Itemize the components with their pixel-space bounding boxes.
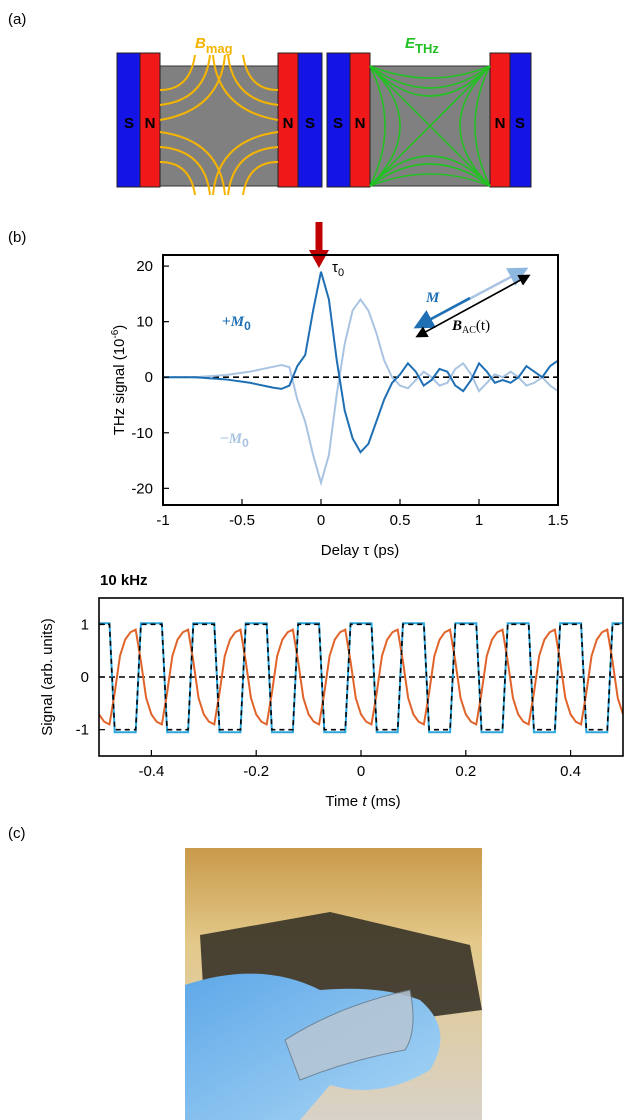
plot: -0.4 -0.2 0 0.2 0.4 -1 0 1 [76, 597, 624, 780]
m-label: M [425, 290, 440, 306]
chart-title: 10 kHz [100, 572, 148, 589]
y-axis-label: Signal (arb. units) [39, 618, 56, 736]
variable: t [362, 793, 367, 810]
y-tick-label: -20 [131, 480, 153, 497]
y-tick-label: 20 [136, 258, 153, 275]
subscript: THz [415, 41, 439, 56]
magnet-label: S [333, 115, 343, 132]
x-tick-label: 0 [317, 512, 325, 529]
panel-label: (a) [8, 11, 26, 28]
series [163, 271, 558, 487]
plus-m-label: +M0 [222, 313, 251, 333]
suffix: (t) [476, 318, 490, 334]
prefix: − [220, 430, 229, 447]
magnet-label: N [283, 115, 294, 132]
x-tick-label: 0 [357, 763, 365, 780]
b-ac-label: BAC(t) [451, 318, 490, 336]
e-field-lines [369, 65, 491, 187]
x-tick-label: 1 [475, 512, 483, 529]
magnet-s [297, 52, 323, 188]
series-line [99, 622, 623, 734]
tau-label: τ0 [332, 259, 344, 279]
magnet-label: S [124, 115, 134, 132]
series [99, 622, 623, 734]
magnet-diagram: S N N S S N N S Bmag ETHz [116, 35, 532, 196]
series-line [99, 623, 623, 731]
pump-arrow-head [309, 250, 329, 268]
text: Time [325, 793, 362, 810]
x-tick-label: 0.2 [455, 763, 476, 780]
symbol: E [405, 35, 416, 52]
prefix: + [222, 313, 231, 330]
x-tick-label: 0.4 [560, 763, 581, 780]
x-tick-label: -1 [156, 512, 169, 529]
symbol: M [228, 431, 243, 447]
y-tick-label: -1 [76, 722, 89, 739]
magnet-label: N [355, 115, 366, 132]
m-arrow [413, 296, 471, 329]
magnet-s [509, 52, 532, 188]
y-tick-label: 0 [81, 669, 89, 686]
b-arrow [415, 275, 529, 338]
subscript: mag [206, 41, 233, 56]
x-axis-label: Delay τ (ps) [321, 542, 399, 559]
y-tick-label: 0 [145, 369, 153, 386]
b-field-label: Bmag [195, 35, 233, 56]
x-tick-label: -0.2 [243, 763, 269, 780]
minus-m-label: −M0 [220, 430, 249, 450]
photo [185, 848, 482, 1120]
suffix: (ms) [366, 793, 400, 810]
superscript: -6 [110, 329, 121, 338]
subscript: AC [462, 325, 476, 336]
subscript: 0 [244, 319, 251, 333]
x-tick-label: 1.5 [548, 512, 569, 529]
y-axis-label: THz signal (10-6) [110, 325, 128, 436]
magnet-label: N [495, 115, 506, 132]
magnet-label: N [145, 115, 156, 132]
series-line [163, 271, 558, 454]
subscript: 0 [338, 267, 344, 279]
b-field-lines [159, 54, 279, 196]
symbol: M [230, 314, 245, 330]
series-line [163, 297, 558, 487]
panel-label: (c) [8, 825, 26, 842]
symbol: B [195, 35, 206, 52]
magnet-n [349, 52, 371, 188]
magnet-label: S [305, 115, 315, 132]
plot: -1 -0.5 0 0.5 1 1.5 -20 -10 0 10 20 [131, 254, 569, 529]
subscript: 0 [242, 436, 249, 450]
x-tick-label: -0.4 [138, 763, 164, 780]
e-field-label: ETHz [405, 35, 439, 56]
symbol: τ [332, 259, 338, 276]
plot-frame [162, 254, 559, 506]
x-tick-label: 0.5 [390, 512, 411, 529]
y-tick-label: 1 [81, 616, 89, 633]
text: THz signal (10 [111, 339, 128, 436]
x-tick-label: -0.5 [229, 512, 255, 529]
y-tick-label: -10 [131, 425, 153, 442]
flexible-film [284, 989, 414, 1081]
vector-inset: M BAC(t) [413, 267, 531, 338]
series-line [99, 628, 623, 726]
x-axis-label: Time t (ms) [325, 793, 400, 810]
y-tick-label: 10 [136, 314, 153, 331]
panel-label: (b) [8, 229, 26, 246]
symbol: B [451, 318, 462, 334]
magnet-label: S [515, 115, 525, 132]
suffix: ) [111, 325, 128, 330]
